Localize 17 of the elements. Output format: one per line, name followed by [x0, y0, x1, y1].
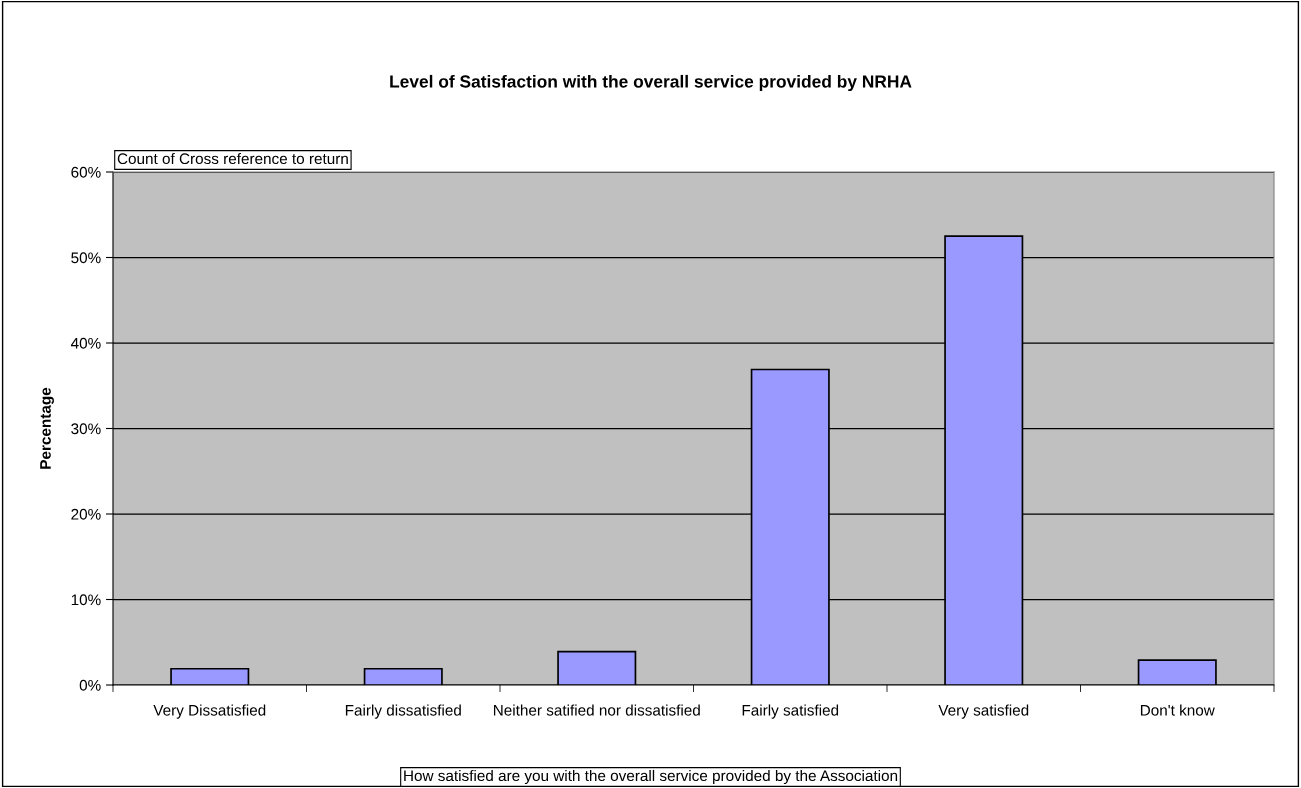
y-tick-label: 30%	[71, 423, 101, 435]
y-tick-label: 40%	[70, 337, 101, 349]
x-tick-label: Neither satified nor dissatisfied	[493, 704, 700, 716]
x-tick-label: Very satisfied	[938, 704, 1029, 719]
x-tick-label: Fairly dissatisfied	[345, 704, 461, 719]
y-tick-label: 10%	[71, 594, 101, 606]
y-tick-label: 20%	[71, 508, 101, 520]
x-tick-label: Don't know	[1140, 704, 1215, 716]
text: Count of Cross reference to return	[117, 152, 348, 165]
chart-title: Level of Satisfaction with the overall service provided by NRHA	[390, 74, 912, 92]
x-tick-label: Very Dissatisfied	[153, 704, 266, 719]
y-tick-label: 60%	[71, 166, 101, 178]
y-tick-label: 50%	[71, 252, 101, 264]
y-axis-title: Percentage	[40, 387, 54, 469]
x-tick-label: Fairly satisfied	[742, 704, 839, 719]
y-tick-label: 0%	[79, 679, 101, 691]
x-axis-title: How satisfied are you with the overall service provided by the Association	[404, 769, 898, 785]
